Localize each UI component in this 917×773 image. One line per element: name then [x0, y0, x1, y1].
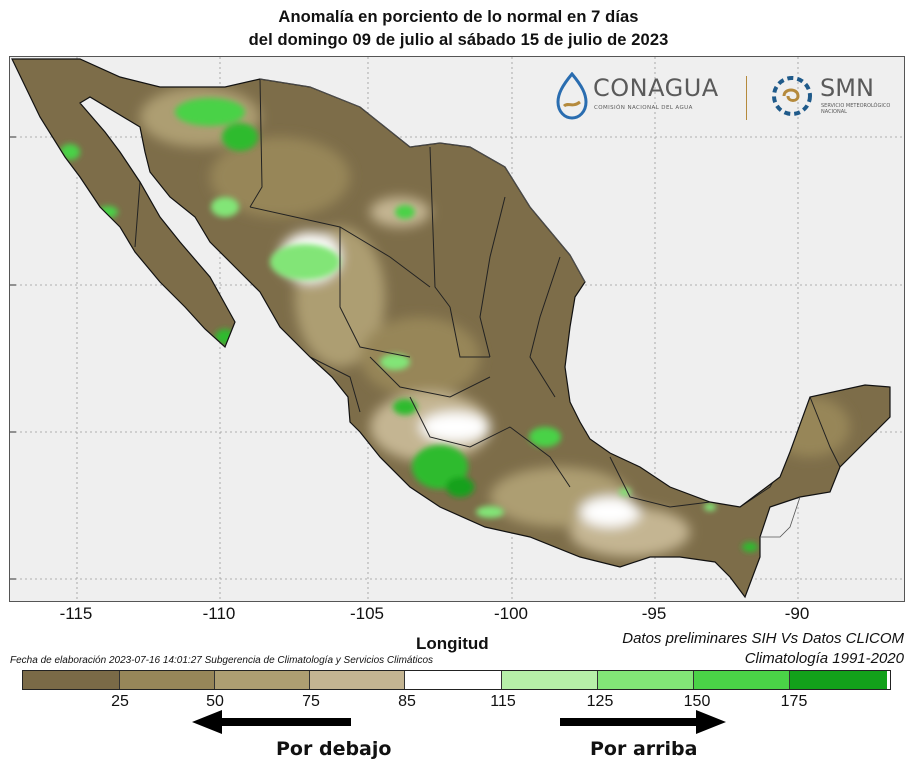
scale-label: 175: [780, 693, 808, 710]
map-panel: [9, 56, 905, 602]
scale-label: 75: [302, 693, 320, 710]
above-normal-label: Por arriba: [590, 738, 698, 760]
scale-swatch: [694, 671, 790, 689]
scale-swatch: [502, 671, 598, 689]
logo-divider: [746, 76, 747, 120]
scale-swatch: [405, 671, 502, 689]
creation-date-note: Fecha de elaboración 2023-07-16 14:01:27…: [10, 655, 434, 666]
right-arrow-icon: [560, 710, 726, 734]
scale-swatch: [215, 671, 310, 689]
mexico-anomaly-field: [12, 59, 890, 597]
x-tick-label: -90: [784, 604, 810, 623]
climatology-note: Climatología 1991-2020: [744, 650, 904, 667]
us-border: [259, 78, 586, 283]
scale-label: 150: [683, 693, 711, 710]
color-scale-bar: [22, 670, 891, 690]
scale-label: 85: [398, 693, 416, 710]
anomaly-map: [10, 57, 904, 601]
scale-swatch: [120, 671, 215, 689]
x-tick-label: -100: [493, 604, 529, 623]
x-tick-label: -110: [202, 604, 236, 623]
scale-label: 50: [206, 693, 224, 710]
scale-label: 25: [111, 693, 129, 710]
scale-swatch: [790, 671, 887, 689]
data-source-note: Datos preliminares SIH Vs Datos CLICOM: [622, 630, 904, 647]
scale-swatch: [598, 671, 694, 689]
agency-logos: CONAGUA COMISIÓN NACIONAL DEL AGUA SMN S…: [548, 68, 893, 126]
scale-swatch: [23, 671, 120, 689]
scale-label: 125: [586, 693, 614, 710]
direction-arrows: [192, 710, 726, 734]
conagua-logo-text: CONAGUA: [593, 74, 719, 102]
scale-swatch: [310, 671, 405, 689]
state-boundaries: [134, 78, 841, 508]
map-title-line2: del domingo 09 de julio al sábado 15 de …: [248, 31, 669, 49]
x-tick-label: -95: [641, 604, 667, 623]
x-axis-label: Longitud: [416, 634, 489, 653]
left-arrow-icon: [192, 710, 351, 734]
guatemala-border: [760, 496, 801, 538]
below-normal-label: Por debajo: [276, 738, 392, 760]
smn-logo-text: SMN: [820, 74, 874, 102]
scale-label: 115: [490, 693, 516, 710]
conagua-logo-subtext: COMISIÓN NACIONAL DEL AGUA: [594, 105, 693, 111]
map-title-line1: Anomalía en porciento de lo normal en 7 …: [278, 8, 639, 26]
smn-logo-subtext: SERVICIO METEOROLÓGICO NACIONAL: [821, 103, 891, 115]
x-tick-label: -115: [59, 604, 93, 623]
smn-logo-icon: [772, 76, 812, 116]
x-tick-label: -105: [349, 604, 385, 623]
conagua-logo-icon: [556, 72, 588, 120]
y-axis-ticks: [10, 136, 16, 580]
